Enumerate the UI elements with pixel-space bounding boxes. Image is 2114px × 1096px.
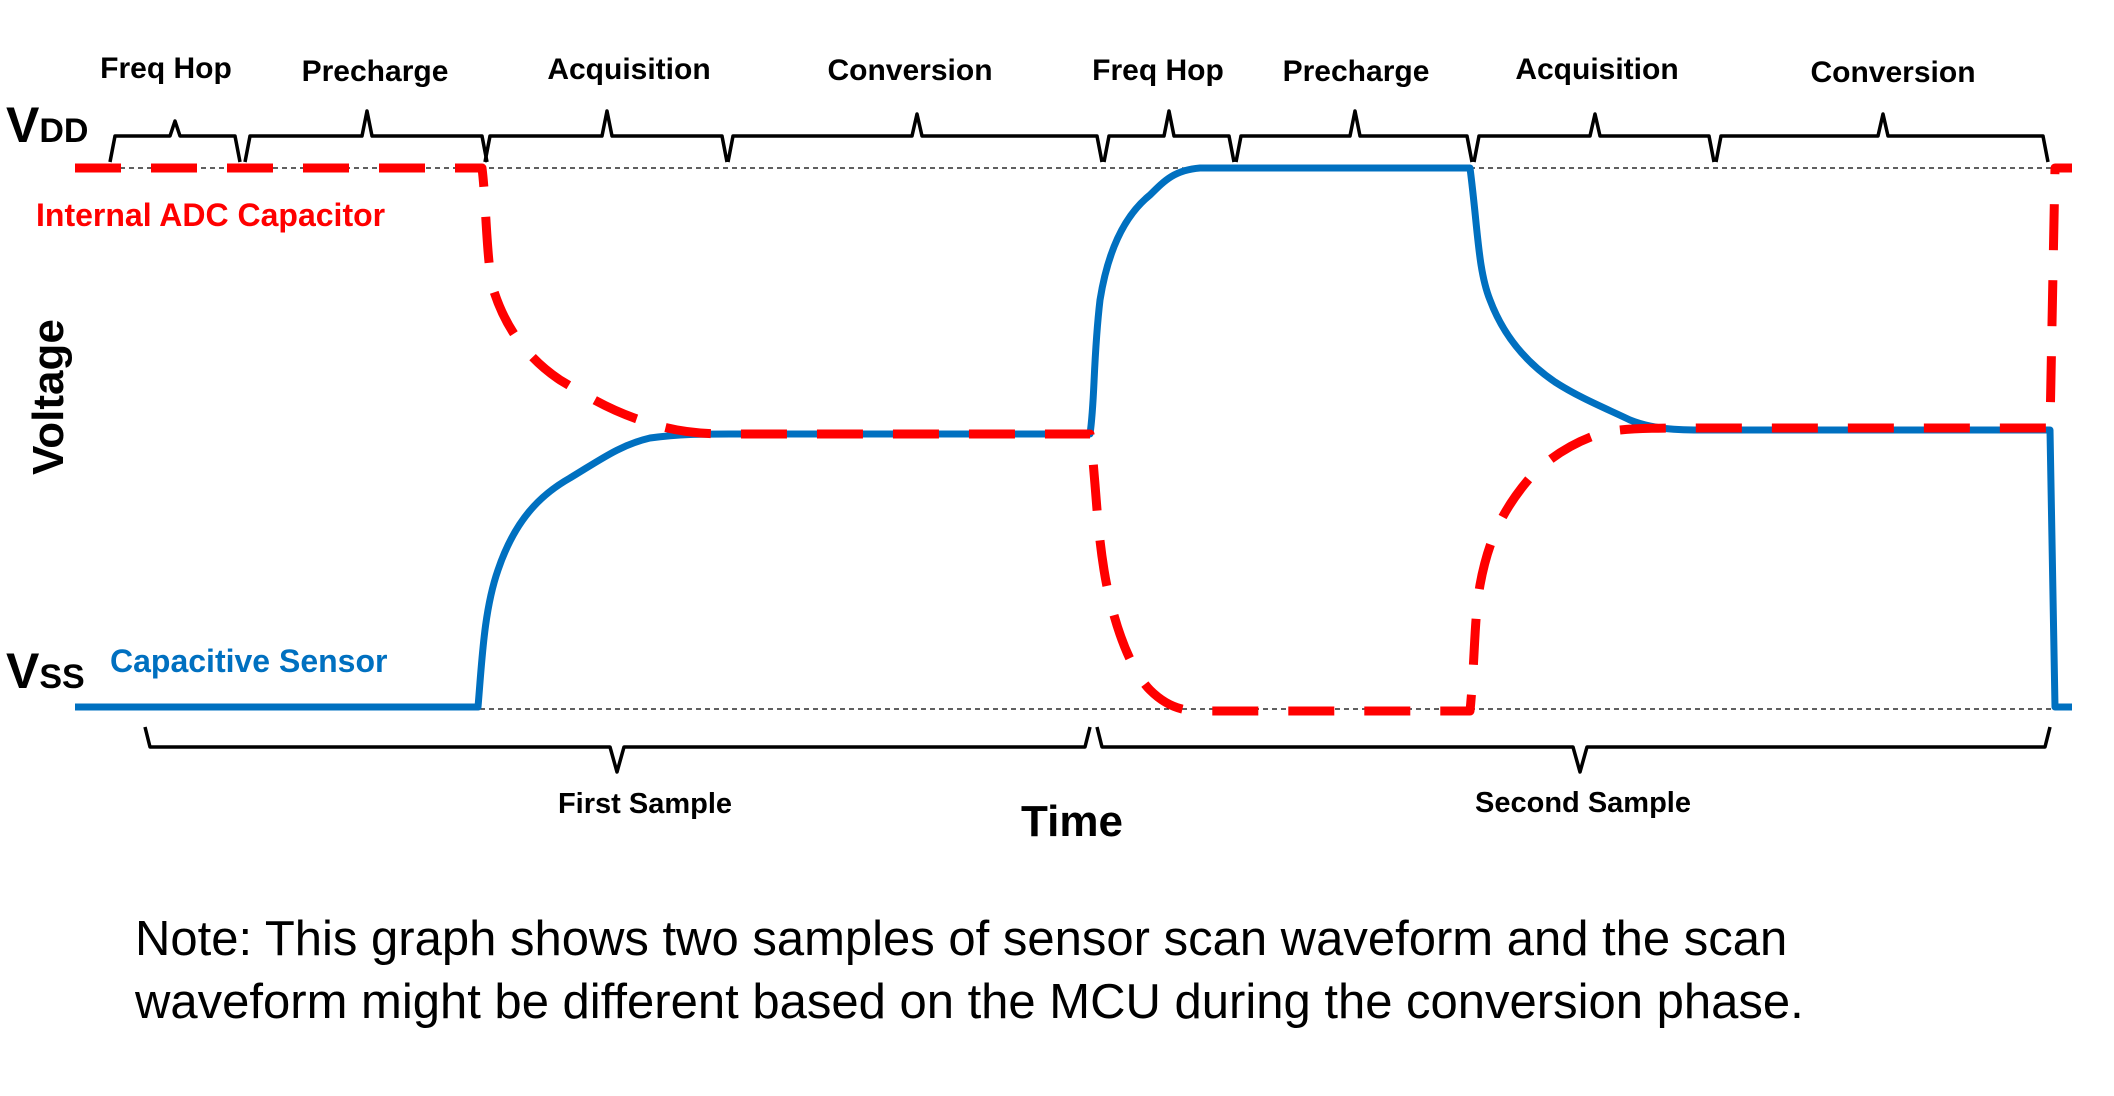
brace-s1-freq-hop [108, 119, 242, 163]
brace-first-sample [143, 726, 1092, 774]
sample-braces [143, 726, 2052, 774]
note-line-1: Note: This graph shows two samples of se… [135, 912, 1788, 966]
phase-label-s2-freq-hop: Freq Hop [1092, 54, 1224, 87]
vdd-main: V [6, 97, 40, 153]
second-sample-label: Second Sample [1475, 787, 1691, 819]
brace-s2-acquisition [1472, 112, 1716, 163]
brace-s2-precharge [1234, 109, 1474, 163]
vss-label: VSS [6, 643, 85, 699]
phase-label-s1-acquisition: Acquisition [547, 53, 710, 86]
phase-braces [108, 109, 2050, 163]
vdd-sub: DD [39, 112, 88, 150]
brace-second-sample [1095, 726, 2052, 774]
capacitive-sensor-waveform [75, 164, 2072, 711]
x-axis-label: Time [1021, 797, 1123, 846]
brace-s1-conversion [726, 112, 1104, 163]
adc-capacitor-label: Internal ADC Capacitor [36, 197, 385, 233]
y-axis-label: Voltage [24, 319, 73, 475]
capacitive-sensor-label: Capacitive Sensor [110, 643, 387, 679]
phase-label-s1-precharge: Precharge [302, 55, 449, 88]
phase-label-s2-acquisition: Acquisition [1515, 53, 1678, 86]
note-line-2: waveform might be different based on the… [135, 975, 1804, 1029]
brace-s1-acquisition [483, 109, 729, 163]
first-sample-label: First Sample [558, 788, 732, 820]
phase-label-s1-freq-hop: Freq Hop [100, 52, 232, 85]
phase-label-s2-precharge: Precharge [1283, 55, 1430, 88]
brace-s2-freq-hop [1102, 109, 1236, 163]
vdd-label: VDD [6, 97, 88, 153]
phase-label-s1-conversion: Conversion [827, 54, 992, 87]
brace-s2-conversion [1714, 112, 2050, 163]
vss-main: V [6, 643, 40, 699]
adc-capacitor-waveform [75, 163, 2072, 716]
vss-sub: SS [39, 658, 84, 696]
phase-label-s2-conversion: Conversion [1810, 56, 1975, 89]
note-text: Note: This graph shows two samples of se… [135, 908, 2035, 1034]
brace-s1-precharge [243, 109, 489, 163]
